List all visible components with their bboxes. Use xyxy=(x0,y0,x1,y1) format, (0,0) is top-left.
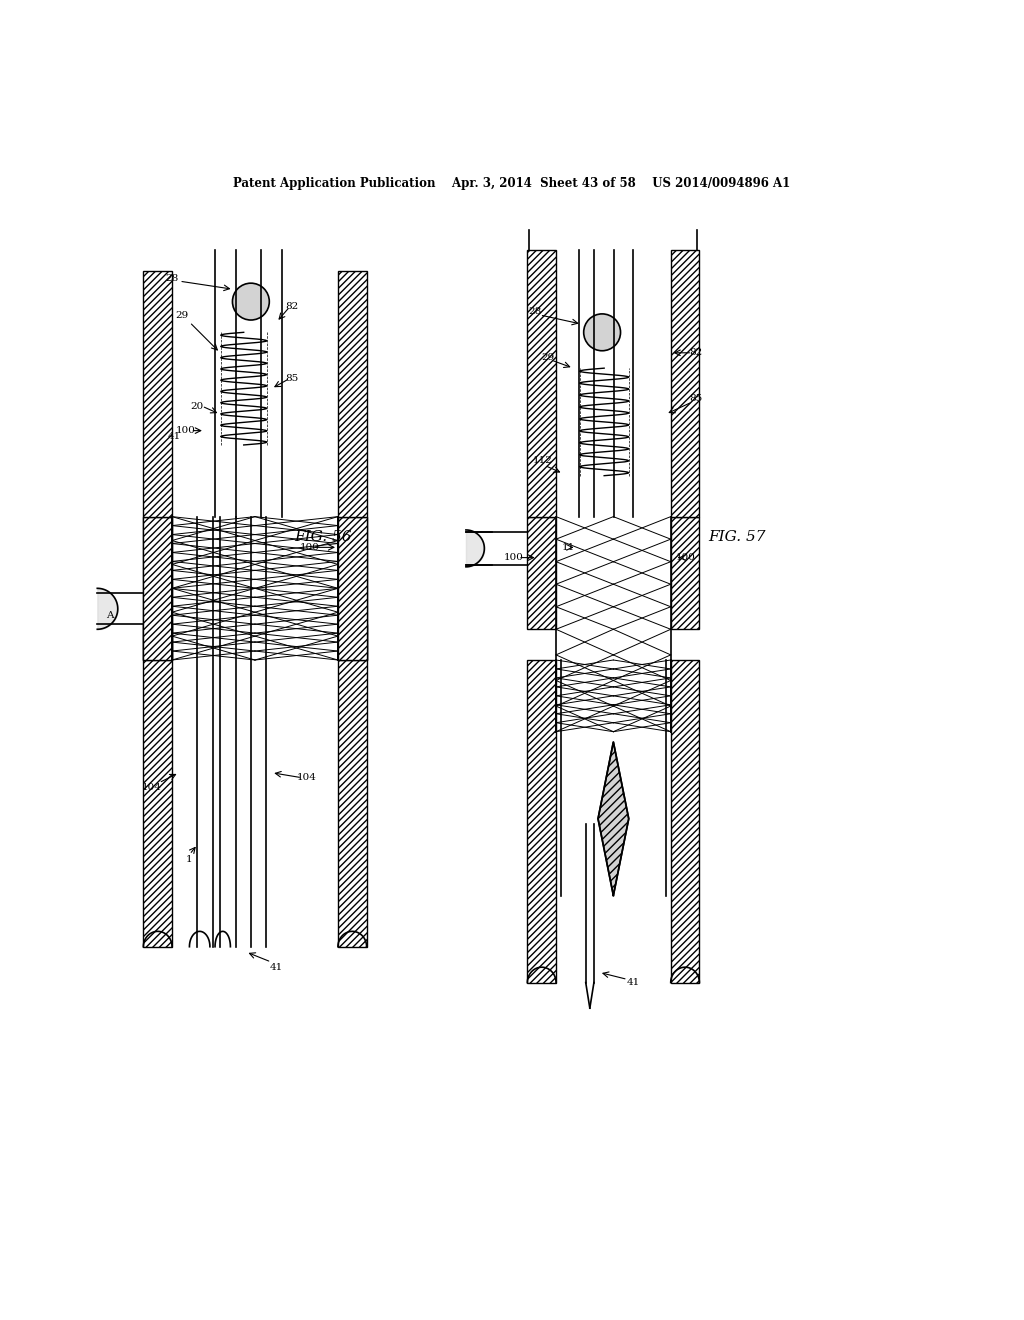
Polygon shape xyxy=(527,516,556,630)
Polygon shape xyxy=(598,742,629,895)
Text: 28: 28 xyxy=(166,273,178,282)
Text: 82: 82 xyxy=(286,302,298,312)
Text: 41: 41 xyxy=(168,432,180,441)
Text: FIG. 56: FIG. 56 xyxy=(294,531,351,544)
Text: 100: 100 xyxy=(299,543,319,552)
Text: 100: 100 xyxy=(504,553,524,562)
Polygon shape xyxy=(143,271,172,516)
Polygon shape xyxy=(143,516,172,660)
Text: 41: 41 xyxy=(270,962,283,972)
Polygon shape xyxy=(338,271,367,516)
Polygon shape xyxy=(143,516,172,946)
Polygon shape xyxy=(338,516,367,660)
Polygon shape xyxy=(671,251,699,516)
Text: 85: 85 xyxy=(690,395,702,404)
Text: 20: 20 xyxy=(190,401,203,411)
Circle shape xyxy=(232,284,269,319)
Text: 85: 85 xyxy=(286,374,298,383)
Text: 82: 82 xyxy=(690,348,702,358)
Polygon shape xyxy=(338,624,367,660)
Text: 104: 104 xyxy=(297,774,317,783)
Text: 41: 41 xyxy=(627,978,639,987)
Text: A: A xyxy=(105,611,114,620)
Text: 28: 28 xyxy=(528,308,541,317)
Polygon shape xyxy=(338,516,367,946)
Polygon shape xyxy=(671,660,699,982)
Text: 100: 100 xyxy=(175,426,196,436)
Text: 104: 104 xyxy=(141,784,162,792)
Text: 1: 1 xyxy=(186,855,193,865)
Polygon shape xyxy=(527,660,556,982)
Text: 100: 100 xyxy=(676,553,696,562)
Text: Patent Application Publication    Apr. 3, 2014  Sheet 43 of 58    US 2014/009489: Patent Application Publication Apr. 3, 2… xyxy=(233,177,791,190)
Polygon shape xyxy=(527,251,556,516)
Polygon shape xyxy=(671,516,699,630)
Circle shape xyxy=(584,314,621,351)
Text: 29: 29 xyxy=(176,312,188,321)
Text: FIG. 57: FIG. 57 xyxy=(709,531,766,544)
Text: 112: 112 xyxy=(532,455,553,465)
Text: 29: 29 xyxy=(542,354,554,363)
Text: 11: 11 xyxy=(562,543,574,552)
Polygon shape xyxy=(143,624,172,660)
